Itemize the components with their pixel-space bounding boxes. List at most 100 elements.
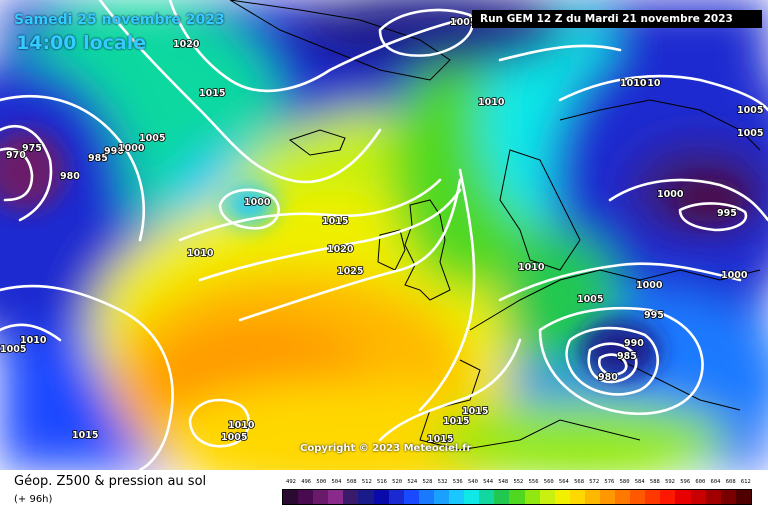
color-scale-label: 512 [361,479,372,485]
color-scale-label: 540 [467,479,478,485]
color-swatch [524,490,540,504]
color-swatch [705,490,721,504]
color-scale-label: 604 [710,479,721,485]
color-swatch [433,490,450,504]
isobar-label: 1010 [187,248,214,259]
color-swatch [539,490,555,504]
color-swatch [388,490,404,504]
color-scale-label: 560 [543,479,554,485]
isobar-label: 1015 [72,430,98,441]
isobar-label: 1010 [20,335,47,346]
color-swatch [328,490,344,504]
legend-bar: Géop. Z500 & pression au sol (+ 96h) 492… [0,470,768,512]
color-swatch [283,490,299,504]
isobar-label: 1005 [450,17,476,28]
color-swatch [509,490,525,504]
color-swatch [584,490,600,504]
color-scale-label: 556 [528,479,539,485]
isobar-label: 1005 [577,294,603,305]
color-scale-label: 516 [376,479,387,485]
color-scale-label: 552 [513,479,524,485]
isobar-label: 995 [644,310,664,321]
isobar-label: 1025 [337,266,363,277]
geopotential-field: 1020 1015 1005 975 970 980 985 990 1000 … [0,0,768,470]
isobar-label: 980 [60,171,80,182]
color-swatch [418,490,434,504]
isobar-label: 980 [598,372,618,383]
isobar-label: 1020 [173,39,200,50]
color-swatch [464,490,480,504]
forecast-date: Samedi 25 novembre 2023 [14,12,225,28]
isobar-label: 1015 [322,216,348,227]
color-swatch [615,490,631,504]
weather-map: 1020 1015 1005 975 970 980 985 990 1000 … [0,0,768,470]
legend-subtitle: (+ 96h) [14,494,53,505]
color-scale-label: 500 [316,479,327,485]
isobar-label: 1000 [636,280,663,291]
isobar-label: 970 [6,150,26,161]
color-swatch [599,490,616,504]
isobar-label: 1015 [427,434,453,445]
color-scale-swatches [282,489,752,505]
isobar-label: 1000 [721,270,748,281]
color-swatch [660,490,676,504]
model-run-info: Run GEM 12 Z du Mardi 21 novembre 2023 [472,10,762,28]
color-swatch [358,490,374,504]
color-swatch [343,490,359,504]
color-scale-label: 600 [695,479,706,485]
color-scale-label: 572 [589,479,600,485]
color-swatch [675,490,691,504]
isobar-label: 1010 [228,420,255,431]
isobar-label: 1015 [199,88,225,99]
color-scale-label: 596 [680,479,691,485]
isobar-label: 1005 [139,133,165,144]
legend-title: Géop. Z500 & pression au sol [14,474,207,489]
color-scale-label: 584 [634,479,645,485]
isobar-label: 1010 [634,78,661,89]
color-scale-label: 496 [301,479,312,485]
isobar-label: 1000 [244,197,271,208]
isobar-label: 1005 [737,105,763,116]
isobars [0,0,768,470]
color-scale-label: 592 [665,479,675,485]
color-scale-label: 548 [498,479,509,485]
isobar-label: 975 [22,143,42,154]
color-swatch [554,490,570,504]
isobar-label: 990 [104,146,124,157]
color-scale: 492 496 500 504 508 512 516 520 524 528 532 536 540 5… [282,479,752,507]
isobar-label: 1010 [620,78,647,89]
color-scale-label: 508 [346,479,357,485]
color-swatch [313,490,329,504]
color-scale-label: 524 [407,479,418,485]
color-scale-label: 504 [331,479,342,485]
color-swatch [403,490,419,504]
isobar-label: 1000 [118,143,145,154]
color-scale-label: 608 [725,479,736,485]
isobar-label: 1005 [221,432,247,443]
color-swatch [479,490,495,504]
isobar-label: 1015 [462,406,488,417]
isobar-label: 1005 [737,128,763,139]
isobar-label: 1020 [327,244,354,255]
color-swatch [449,490,465,504]
isobar-label: 1010 [518,262,545,273]
color-swatch [630,490,646,504]
color-swatch [720,490,736,504]
color-scale-label: 612 [740,479,751,485]
color-scale-label: 564 [558,479,569,485]
color-scale-label: 536 [452,479,463,485]
color-swatch [298,490,314,504]
color-scale-label: 528 [422,479,433,485]
color-swatch [735,490,751,504]
color-scale-label: 576 [604,479,615,485]
isobar-label: 990 [624,338,644,349]
isobar-label: 985 [88,153,108,164]
color-scale-label: 492 [286,479,296,485]
color-scale-labels: 492 496 500 504 508 512 516 520 524 528 532 536 540 5… [282,479,752,488]
isobar-label: 995 [717,208,737,219]
color-swatch [645,490,661,504]
color-scale-label: 580 [619,479,630,485]
color-scale-label: 532 [437,479,448,485]
color-swatch [373,490,389,504]
color-scale-label: 544 [483,479,494,485]
